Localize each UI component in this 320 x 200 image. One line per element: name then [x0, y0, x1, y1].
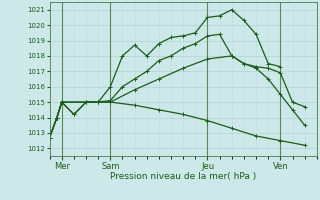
X-axis label: Pression niveau de la mer( hPa ): Pression niveau de la mer( hPa ) — [110, 172, 256, 181]
